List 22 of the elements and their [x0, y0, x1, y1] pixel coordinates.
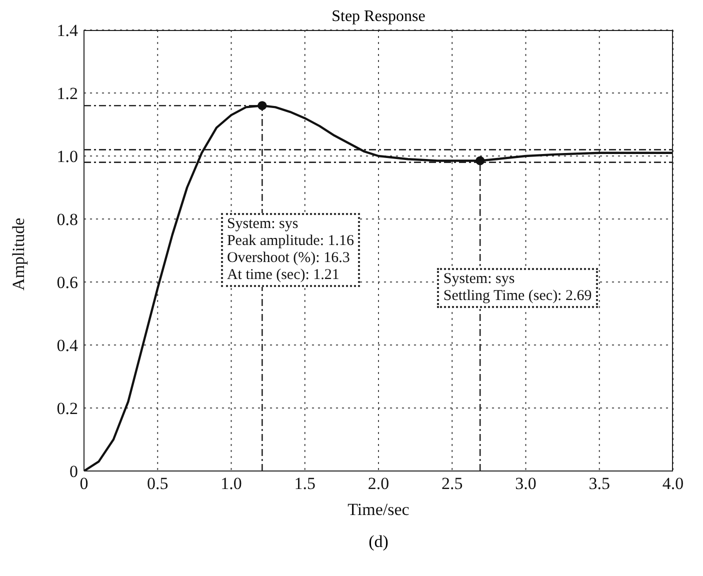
x-tick-label: 2.5 [442, 474, 463, 494]
x-tick-label: 1.0 [220, 474, 242, 494]
y-tick-label: 1.2 [56, 84, 78, 104]
x-axis-title: Time/sec [348, 500, 410, 520]
y-tick-label: 0.8 [56, 210, 78, 230]
y-tick-label: 0.6 [56, 273, 78, 292]
x-tick-label: 0.5 [147, 474, 168, 494]
x-tick-label: 2.0 [368, 474, 390, 494]
annotation: System: sys Settling Time (sec): 2.69 [437, 268, 598, 308]
x-tick-label: 1.5 [294, 474, 316, 494]
y-tick-label: 0.2 [56, 399, 78, 418]
text: (d) [368, 532, 390, 552]
y-tick-label: 1.4 [56, 21, 78, 40]
x-tick-label: 3.5 [588, 474, 610, 494]
y-tick-label: 0 [70, 462, 78, 482]
y-tick-label: 0.4 [56, 336, 78, 356]
x-tick-label: 4.0 [662, 474, 684, 494]
x-tick-label: 3.0 [515, 474, 536, 494]
chart-title: Step Response [330, 8, 426, 26]
annotation: System: sys Peak amplitude: 1.16 Overshoot (%): 16.3 At time (sec): 1.21 [220, 212, 360, 287]
y-tick-label: 1.0 [56, 147, 78, 166]
y-axis-title: Amplitude [9, 218, 28, 290]
